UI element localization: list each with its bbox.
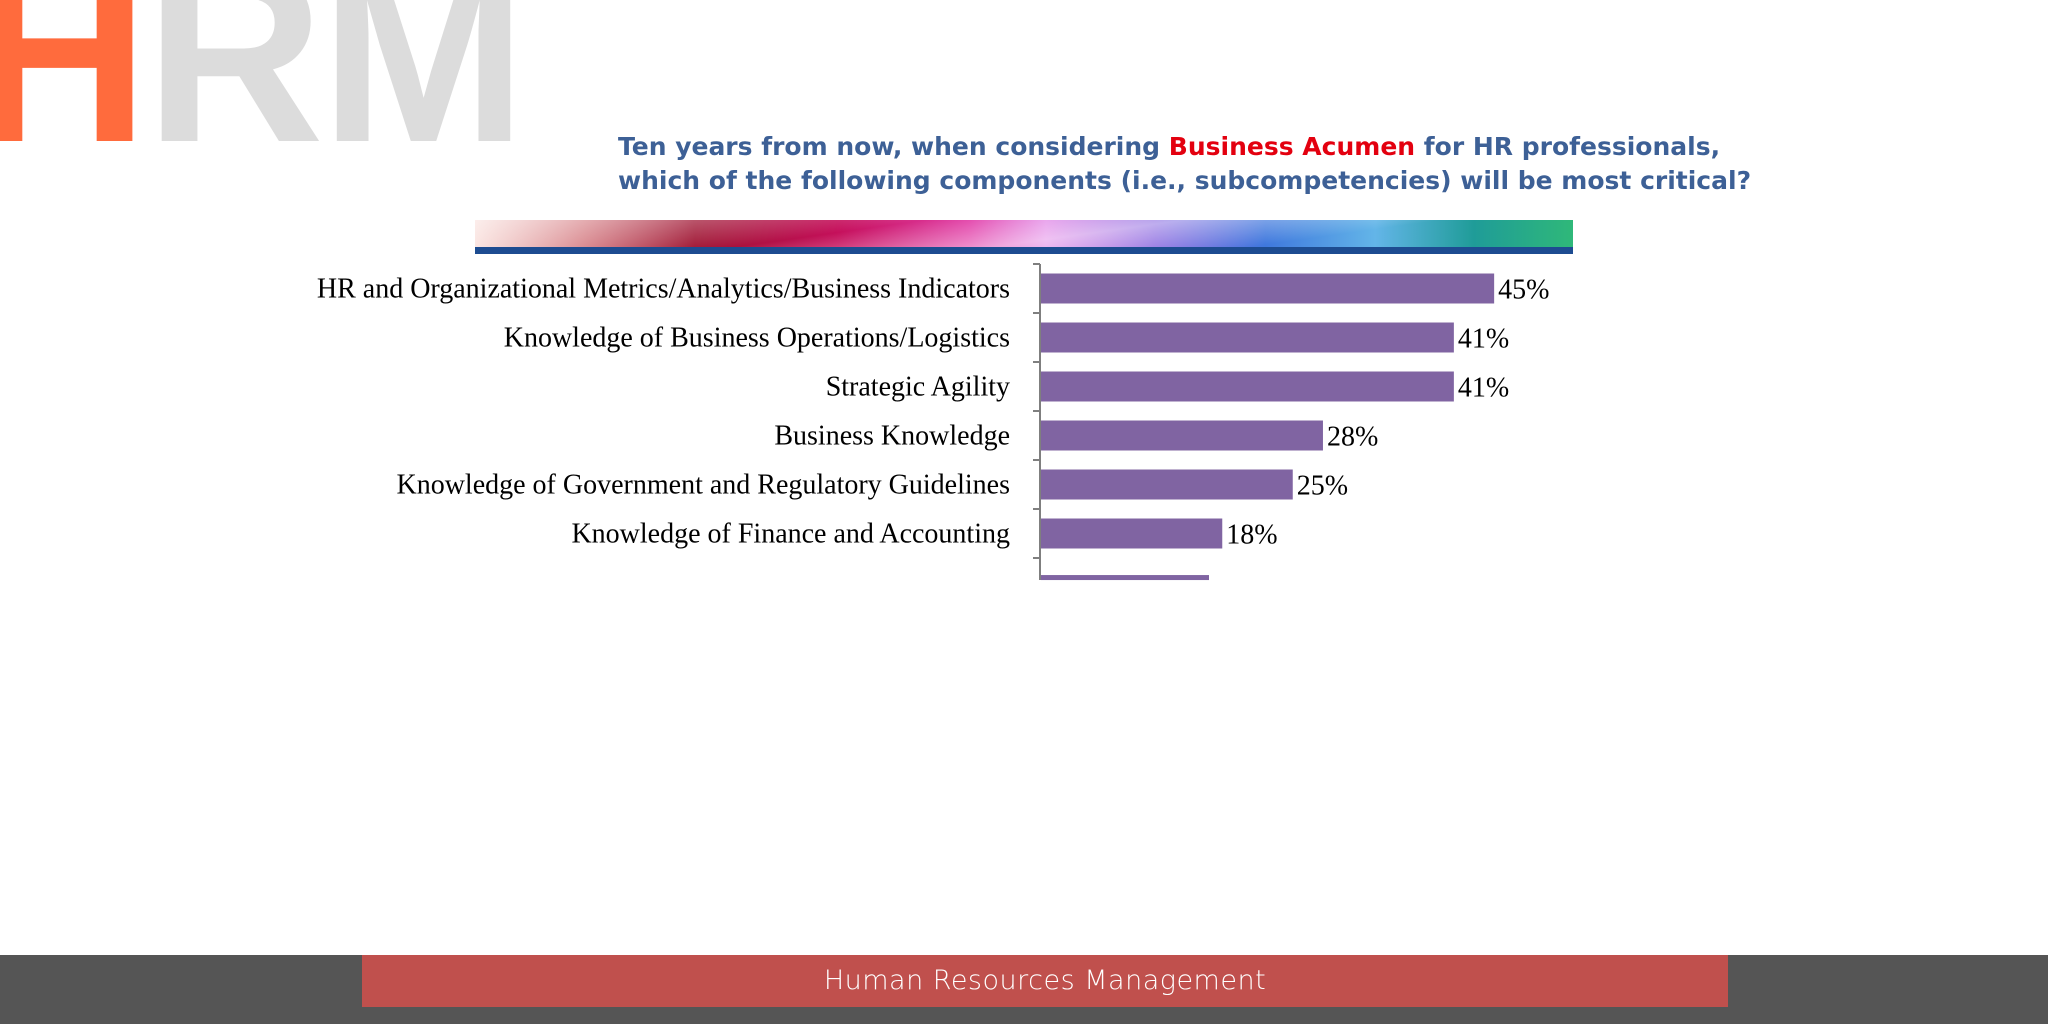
title-text-after: for HR professionals, which of the follo… (618, 132, 1752, 195)
value-label: 41% (1458, 373, 1509, 404)
value-label: 18% (1226, 520, 1277, 551)
title-highlight: Business Acumen (1168, 132, 1416, 161)
footer-bar: Human Resources Management (0, 955, 2048, 1024)
value-label: 45% (1498, 275, 1549, 306)
bar (1041, 518, 1223, 549)
chart-title: Ten years from now, when considering Bus… (618, 130, 1798, 198)
value-label: 25% (1297, 471, 1348, 502)
category-label: Business Knowledge (774, 421, 1010, 452)
title-text-before: Ten years from now, when considering (618, 132, 1169, 161)
bar (1041, 273, 1495, 304)
banner-underline (475, 247, 1573, 254)
category-label: Knowledge of Finance and Accounting (571, 519, 1010, 550)
category-label: Strategic Agility (826, 372, 1010, 403)
value-label: 28% (1327, 422, 1378, 453)
logo-letter-h: H (0, 0, 149, 194)
bar (1041, 420, 1323, 451)
decorative-gradient-banner (475, 220, 1573, 247)
bar-partial (1041, 575, 1209, 581)
category-label: HR and Organizational Metrics/Analytics/… (317, 274, 1010, 305)
bar (1041, 371, 1454, 402)
value-label: 41% (1458, 324, 1509, 355)
category-label: Knowledge of Government and Regulatory G… (396, 470, 1010, 501)
category-label: Knowledge of Business Operations/Logisti… (504, 323, 1010, 354)
bar (1041, 469, 1293, 500)
hrm-logo: HRM (0, 0, 527, 180)
bar-chart: HR and Organizational Metrics/Analytics/… (317, 263, 1549, 581)
logo-letters-rm: RM (145, 0, 527, 194)
footer-label: Human Resources Management (362, 955, 1728, 1007)
bar (1041, 322, 1454, 353)
